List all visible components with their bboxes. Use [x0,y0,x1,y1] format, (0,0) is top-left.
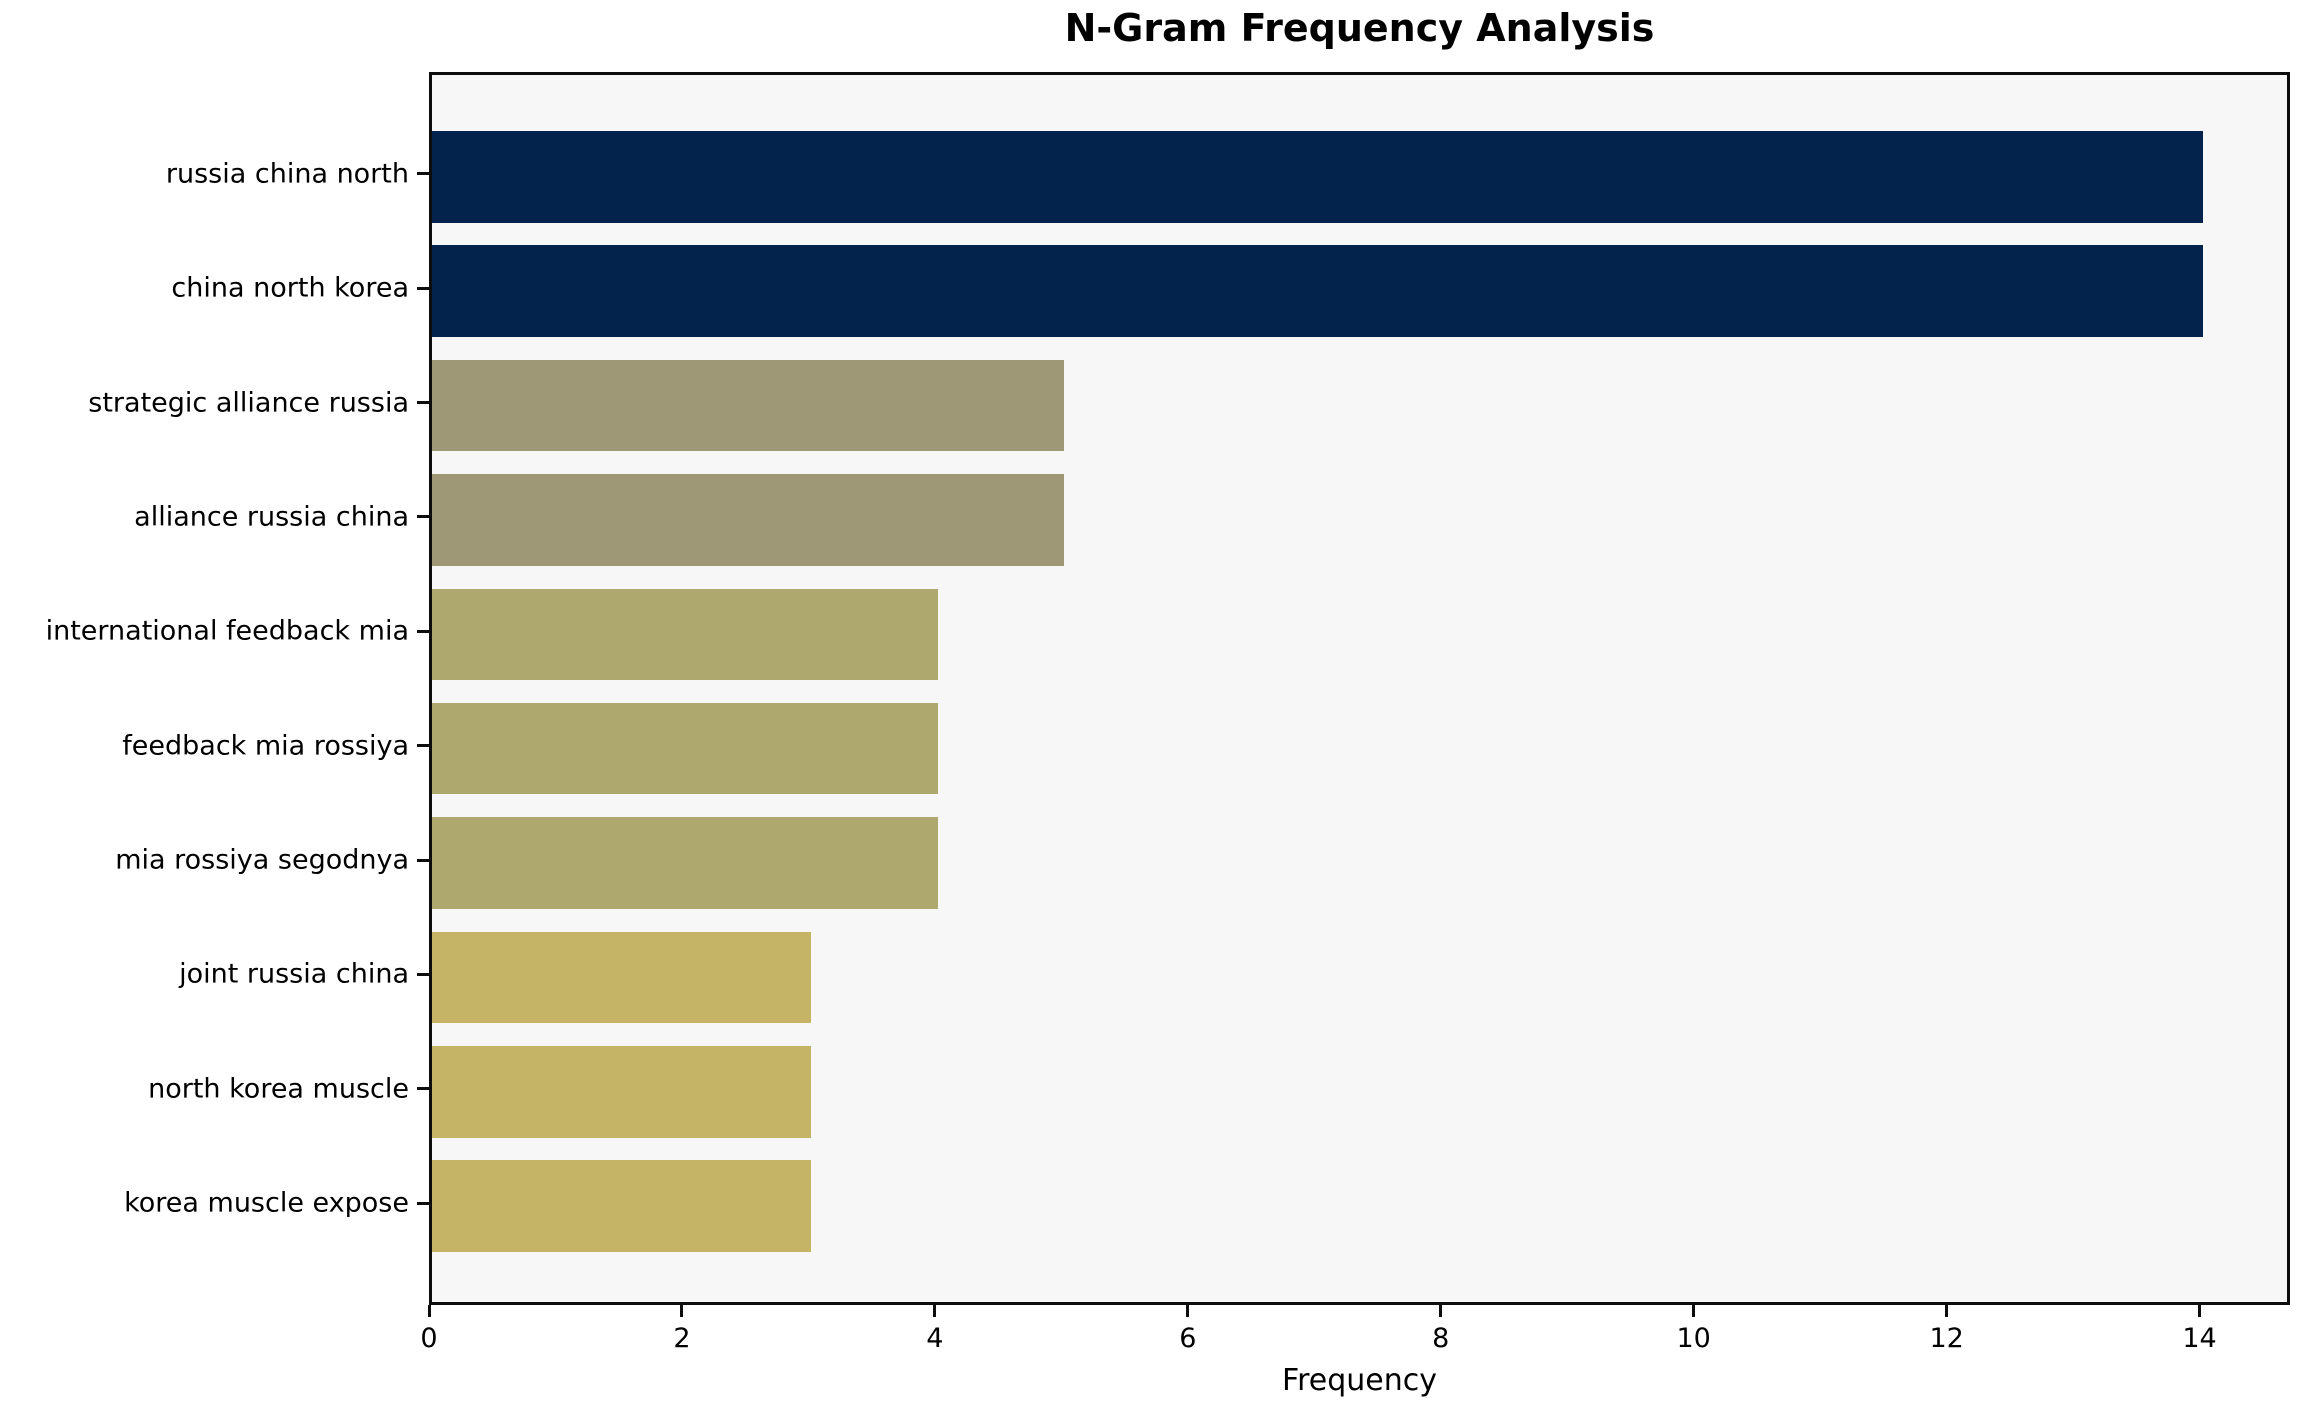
bar [432,131,2203,223]
y-tick-mark [417,286,429,290]
x-tick-label: 2 [673,1323,691,1354]
bar [432,474,1065,566]
y-tick-label: strategic alliance russia [88,387,409,419]
x-tick-mark [427,1305,431,1317]
y-tick-label: north korea muscle [148,1073,409,1105]
bar [432,359,1065,452]
x-tick-label: 6 [1179,1323,1197,1354]
y-tick-mark [417,515,429,519]
y-tick-mark [417,172,429,176]
y-tick-mark [417,629,429,633]
y-tick-label: feedback mia rossiya [122,730,409,762]
y-tick-label: russia china north [165,158,409,190]
x-tick-mark [933,1305,937,1317]
y-tick-mark [417,972,429,976]
x-tick-mark [1186,1305,1190,1317]
y-tick-mark [417,1201,429,1205]
y-tick-mark [417,744,429,748]
plot-area [429,72,2290,1305]
y-tick-label: china north korea [171,272,409,304]
x-tick-mark [2198,1305,2202,1317]
x-tick-label: 4 [926,1323,944,1354]
y-tick-label: joint russia china [179,958,409,990]
y-tick-label: international feedback mia [45,615,409,647]
bar [432,702,938,795]
bar [432,245,2203,337]
x-tick-mark [1439,1305,1443,1317]
x-tick-label: 8 [1432,1323,1450,1354]
x-tick-label: 0 [420,1323,438,1354]
bar [432,588,938,681]
bar [432,931,812,1024]
y-tick-label: mia rossiya segodnya [115,844,409,876]
x-axis-label: Frequency [1282,1363,1437,1398]
y-tick-label: korea muscle expose [124,1187,409,1219]
y-tick-mark [417,1087,429,1091]
y-tick-mark [417,858,429,862]
x-tick-mark [1945,1305,1949,1317]
x-tick-label: 10 [1676,1323,1711,1354]
bar [432,817,938,909]
x-tick-label: 12 [1929,1323,1964,1354]
x-tick-label: 14 [2182,1323,2217,1354]
bar [432,1046,812,1138]
y-tick-mark [417,401,429,405]
x-tick-mark [1692,1305,1696,1317]
y-tick-label: alliance russia china [134,501,409,533]
bar [432,1160,812,1252]
chart-title: N-Gram Frequency Analysis [1064,6,1655,50]
x-tick-mark [680,1305,684,1317]
